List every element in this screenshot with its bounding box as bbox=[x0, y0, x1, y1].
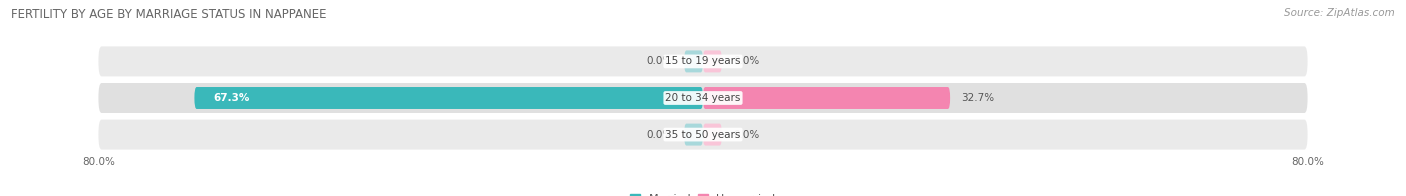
Text: 0.0%: 0.0% bbox=[647, 130, 672, 140]
FancyBboxPatch shape bbox=[703, 124, 721, 146]
Text: 67.3%: 67.3% bbox=[214, 93, 250, 103]
Text: 0.0%: 0.0% bbox=[734, 56, 759, 66]
FancyBboxPatch shape bbox=[98, 120, 1308, 150]
FancyBboxPatch shape bbox=[194, 87, 703, 109]
Text: 15 to 19 years: 15 to 19 years bbox=[665, 56, 741, 66]
FancyBboxPatch shape bbox=[685, 50, 703, 72]
FancyBboxPatch shape bbox=[703, 87, 950, 109]
Text: Source: ZipAtlas.com: Source: ZipAtlas.com bbox=[1284, 8, 1395, 18]
FancyBboxPatch shape bbox=[98, 46, 1308, 76]
Text: 20 to 34 years: 20 to 34 years bbox=[665, 93, 741, 103]
FancyBboxPatch shape bbox=[685, 124, 703, 146]
Text: 32.7%: 32.7% bbox=[962, 93, 994, 103]
Text: FERTILITY BY AGE BY MARRIAGE STATUS IN NAPPANEE: FERTILITY BY AGE BY MARRIAGE STATUS IN N… bbox=[11, 8, 326, 21]
Text: 0.0%: 0.0% bbox=[734, 130, 759, 140]
FancyBboxPatch shape bbox=[703, 50, 721, 72]
Text: 35 to 50 years: 35 to 50 years bbox=[665, 130, 741, 140]
Legend: Married, Unmarried: Married, Unmarried bbox=[630, 194, 776, 196]
FancyBboxPatch shape bbox=[98, 83, 1308, 113]
Text: 0.0%: 0.0% bbox=[647, 56, 672, 66]
